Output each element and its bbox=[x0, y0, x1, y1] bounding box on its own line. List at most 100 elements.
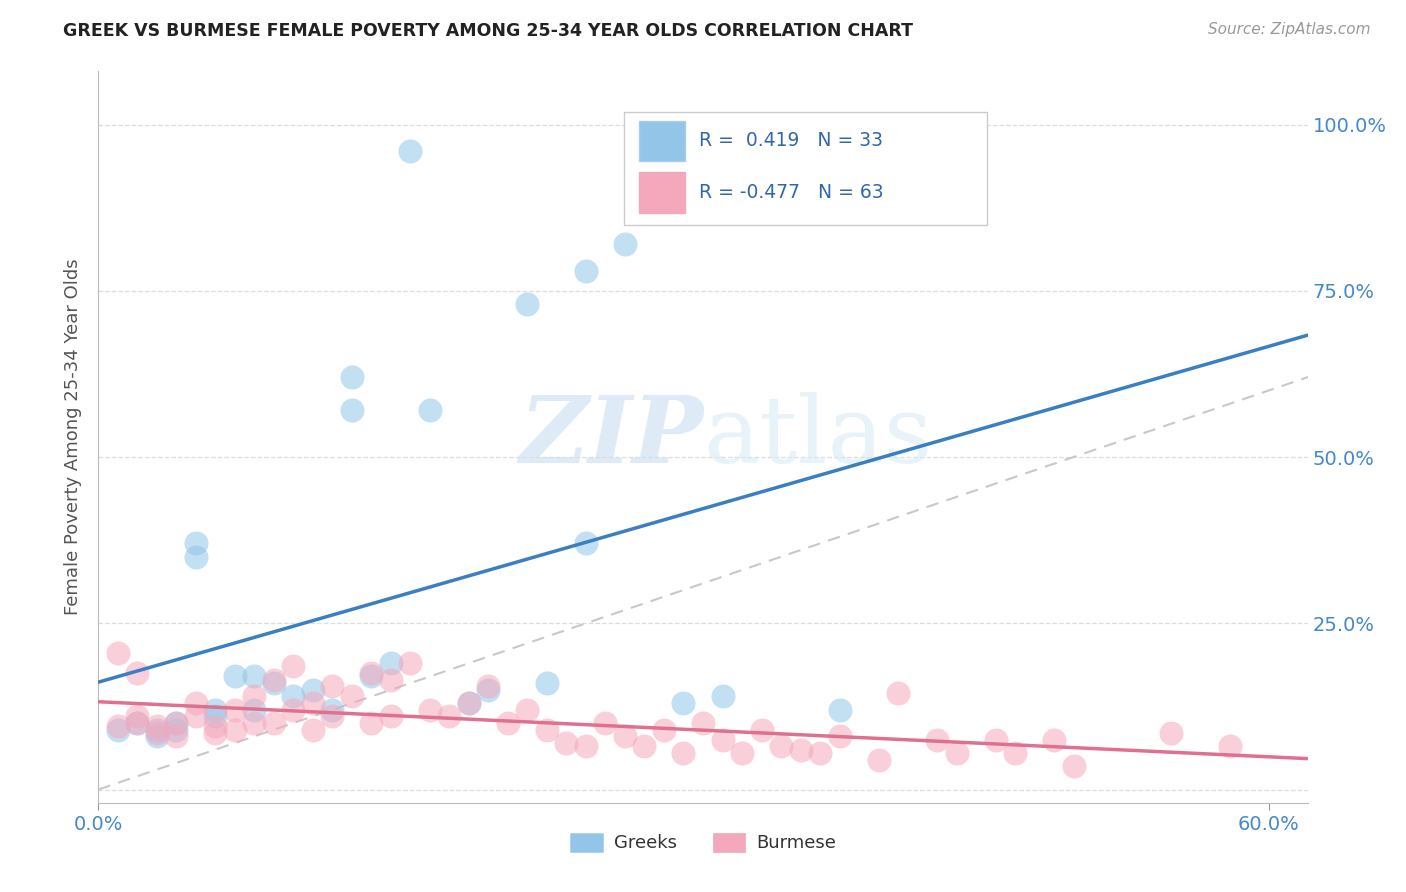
FancyBboxPatch shape bbox=[624, 112, 987, 225]
Point bbox=[263, 676, 285, 690]
Point bbox=[751, 723, 773, 737]
Point bbox=[711, 732, 734, 747]
Point bbox=[887, 686, 910, 700]
Text: atlas: atlas bbox=[703, 392, 932, 482]
Text: Source: ZipAtlas.com: Source: ZipAtlas.com bbox=[1208, 22, 1371, 37]
Point bbox=[321, 703, 343, 717]
Point bbox=[243, 716, 266, 731]
Point bbox=[595, 716, 617, 731]
Point bbox=[614, 237, 637, 252]
Point bbox=[692, 716, 714, 731]
Point bbox=[127, 666, 149, 681]
Point bbox=[419, 403, 441, 417]
Point bbox=[146, 723, 169, 737]
Point bbox=[419, 703, 441, 717]
Point bbox=[536, 676, 558, 690]
Point bbox=[575, 536, 598, 550]
Point bbox=[184, 696, 207, 710]
Point bbox=[808, 746, 831, 760]
Point bbox=[321, 680, 343, 694]
Point bbox=[340, 690, 363, 704]
Point bbox=[243, 703, 266, 717]
Point bbox=[399, 656, 422, 670]
Point bbox=[458, 696, 481, 710]
Point bbox=[1063, 759, 1085, 773]
Point bbox=[165, 716, 187, 731]
Point bbox=[360, 669, 382, 683]
Point bbox=[165, 716, 187, 731]
Point bbox=[302, 696, 325, 710]
Point bbox=[204, 719, 226, 733]
Point bbox=[263, 673, 285, 687]
Text: R =  0.419   N = 33: R = 0.419 N = 33 bbox=[699, 131, 883, 151]
Point bbox=[321, 709, 343, 723]
Legend: Greeks, Burmese: Greeks, Burmese bbox=[562, 826, 844, 860]
Point bbox=[1160, 726, 1182, 740]
Point bbox=[302, 682, 325, 697]
Y-axis label: Female Poverty Among 25-34 Year Olds: Female Poverty Among 25-34 Year Olds bbox=[65, 259, 83, 615]
Point bbox=[146, 719, 169, 733]
Point bbox=[146, 726, 169, 740]
Point bbox=[360, 716, 382, 731]
Point bbox=[458, 696, 481, 710]
Point bbox=[380, 656, 402, 670]
Point bbox=[127, 709, 149, 723]
Point bbox=[127, 716, 149, 731]
Point bbox=[184, 549, 207, 564]
Point bbox=[283, 703, 305, 717]
Point bbox=[340, 370, 363, 384]
Point bbox=[731, 746, 754, 760]
Point bbox=[146, 729, 169, 743]
Point bbox=[107, 646, 129, 660]
Point bbox=[263, 716, 285, 731]
Point bbox=[184, 709, 207, 723]
Point bbox=[536, 723, 558, 737]
Point bbox=[243, 669, 266, 683]
Point bbox=[868, 753, 890, 767]
Point bbox=[224, 669, 246, 683]
Point bbox=[769, 739, 792, 754]
Point bbox=[575, 739, 598, 754]
Point bbox=[204, 703, 226, 717]
Point bbox=[360, 666, 382, 681]
Point bbox=[984, 732, 1007, 747]
Text: ZIP: ZIP bbox=[519, 392, 703, 482]
Point bbox=[516, 297, 538, 311]
Point bbox=[516, 703, 538, 717]
Point bbox=[302, 723, 325, 737]
Point bbox=[204, 726, 226, 740]
Point bbox=[477, 680, 499, 694]
Point bbox=[224, 723, 246, 737]
Point bbox=[711, 690, 734, 704]
Point bbox=[945, 746, 967, 760]
Point bbox=[575, 264, 598, 278]
Point bbox=[477, 682, 499, 697]
Text: GREEK VS BURMESE FEMALE POVERTY AMONG 25-34 YEAR OLDS CORRELATION CHART: GREEK VS BURMESE FEMALE POVERTY AMONG 25… bbox=[63, 22, 914, 40]
Point bbox=[224, 703, 246, 717]
Point bbox=[1004, 746, 1026, 760]
Point bbox=[127, 716, 149, 731]
Point bbox=[107, 719, 129, 733]
FancyBboxPatch shape bbox=[638, 172, 685, 212]
Point bbox=[399, 144, 422, 158]
Point bbox=[555, 736, 578, 750]
Point bbox=[380, 673, 402, 687]
Point bbox=[283, 659, 305, 673]
Point bbox=[633, 739, 655, 754]
FancyBboxPatch shape bbox=[638, 121, 685, 161]
Point bbox=[165, 729, 187, 743]
Point bbox=[1043, 732, 1066, 747]
Point bbox=[925, 732, 948, 747]
Text: R = -0.477   N = 63: R = -0.477 N = 63 bbox=[699, 183, 884, 202]
Point bbox=[107, 723, 129, 737]
Point bbox=[789, 742, 811, 756]
Point bbox=[204, 709, 226, 723]
Point bbox=[439, 709, 461, 723]
Point bbox=[380, 709, 402, 723]
Point bbox=[340, 403, 363, 417]
Point bbox=[614, 729, 637, 743]
Point bbox=[283, 690, 305, 704]
Point bbox=[496, 716, 519, 731]
Point bbox=[243, 690, 266, 704]
Point bbox=[828, 729, 851, 743]
